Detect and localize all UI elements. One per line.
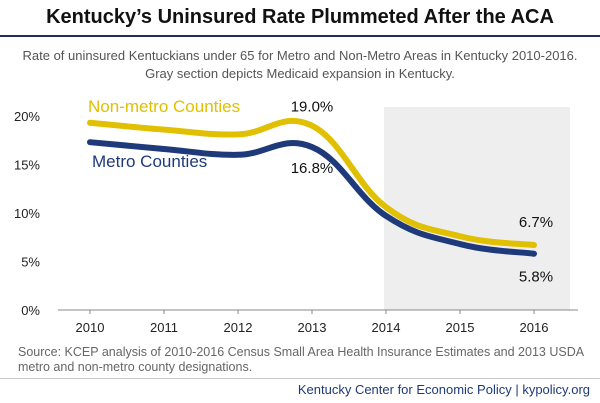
chart-subtitle: Rate of uninsured Kentuckians under 65 f… [0, 47, 600, 83]
series-line-nonmetro [87, 117, 537, 249]
source-note: Source: KCEP analysis of 2010-2016 Censu… [18, 345, 600, 375]
medicaid-expansion-shade [384, 107, 570, 310]
data-label: 19.0% [291, 99, 334, 116]
footer-credit: Kentucky Center for Economic Policy | ky… [297, 382, 590, 397]
y-tick-label: 15% [14, 158, 40, 173]
y-tick-label: 10% [14, 206, 40, 221]
data-label: 16.8% [291, 160, 334, 177]
x-tick-label: 2010 [76, 320, 105, 335]
x-tick-label: 2014 [372, 320, 401, 335]
title-divider [0, 35, 600, 37]
series-line-metro [87, 139, 537, 257]
x-tick-label: 2013 [298, 320, 327, 335]
data-label: 6.7% [519, 214, 553, 231]
source-line: metro and non-metro county designations. [18, 360, 253, 374]
source-line: Source: KCEP analysis of 2010-2016 Censu… [18, 345, 585, 359]
chart-title: Kentucky’s Uninsured Rate Plummeted Afte… [46, 6, 554, 28]
series-name-label: Metro Counties [92, 152, 207, 171]
y-tick-label: 20% [14, 109, 40, 124]
y-tick-label: 5% [21, 255, 40, 270]
x-tick-label: 2015 [446, 320, 475, 335]
footer-divider [0, 378, 600, 379]
data-label: 5.8% [519, 269, 553, 286]
x-tick-label: 2016 [520, 320, 549, 335]
y-tick-label: 0% [21, 303, 40, 318]
series-name-label: Non-metro Counties [88, 97, 240, 116]
x-tick-label: 2011 [150, 320, 178, 335]
subtitle-line: Rate of uninsured Kentuckians under 65 f… [22, 48, 578, 63]
x-tick-label: 2012 [224, 320, 253, 335]
uninsured-rate-chart: 0% 5% 10% 15% 20% 2010 2011 2012 2013 2014 2015 201… [14, 97, 578, 335]
subtitle-line: Gray section depicts Medicaid expansion … [145, 66, 455, 81]
